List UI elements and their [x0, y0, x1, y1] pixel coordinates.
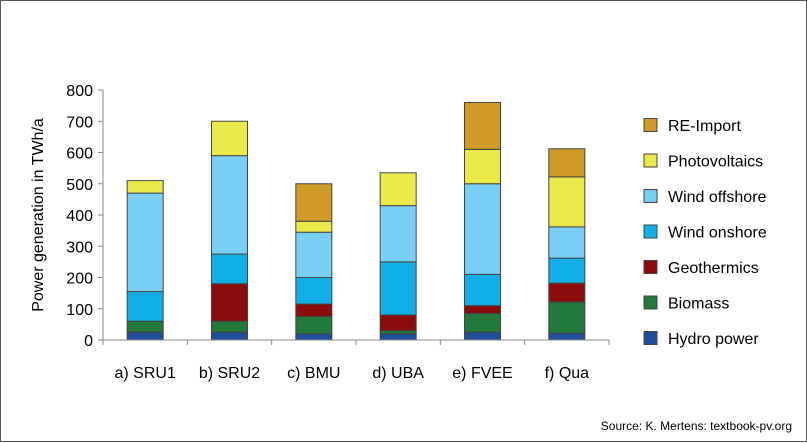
y-tick-label: 700: [66, 114, 93, 131]
legend-swatch-hydro-power: [643, 331, 658, 345]
source-credit: Source: K. Mertens: textbook-pv.org: [600, 419, 792, 433]
x-tick-label: c) BMU: [287, 365, 340, 382]
bar-segment-hydro-power-4: [379, 333, 417, 341]
y-tick-label: 500: [66, 177, 93, 194]
legend-swatch-geothermics: [643, 260, 658, 274]
bar-segment-photovoltaics-1: [126, 180, 164, 194]
bar-segment-wind-offshore-1: [126, 192, 164, 293]
bar-segment-biomass-2: [211, 320, 248, 333]
bar-segment-wind-offshore-4: [379, 205, 417, 263]
bar-segment-re-import-6: [548, 148, 586, 178]
bar-segment-hydro-power-6: [548, 332, 586, 341]
x-tick-label: f) Qua: [545, 365, 590, 382]
bar-segment-re-import-5: [464, 102, 501, 150]
legend-label: Hydro power: [668, 331, 759, 348]
bar-segment-wind-onshore-6: [548, 257, 586, 284]
bars-layer: [126, 102, 586, 341]
x-tick-label: b) SRU2: [199, 365, 260, 382]
bar-segment-wind-offshore-5: [464, 183, 501, 275]
bar-segment-wind-offshore-6: [548, 226, 586, 259]
legend-swatch-biomass: [643, 295, 658, 310]
y-axis-label: Power generation in TWh/a: [30, 118, 47, 312]
bar-segment-geothermics-5: [464, 305, 501, 314]
bar-segment-wind-onshore-4: [379, 261, 417, 316]
bar-segment-photovoltaics-5: [464, 148, 501, 185]
bar-segment-biomass-5: [464, 312, 501, 333]
x-tick-label: d) UBA: [372, 365, 424, 382]
bar-segment-photovoltaics-6: [548, 176, 586, 228]
legend-label: Photovoltaics: [668, 154, 763, 171]
y-tick-label: 800: [66, 83, 93, 100]
bar-segment-biomass-1: [126, 320, 164, 333]
bar-segment-photovoltaics-4: [379, 172, 417, 207]
bar-segment-wind-offshore-2: [211, 155, 248, 255]
bar-segment-hydro-power-3: [295, 333, 333, 341]
bar-segment-re-import-3: [295, 183, 333, 222]
legend-swatch-photovoltaics: [643, 153, 658, 168]
bar-segment-geothermics-2: [211, 283, 248, 322]
bar-segment-photovoltaics-3: [295, 220, 333, 233]
legend-swatch-re-import: [643, 118, 658, 132]
bar-segment-geothermics-3: [295, 303, 333, 318]
bar-segment-hydro-power-5: [464, 331, 501, 341]
bar-segment-geothermics-4: [379, 314, 417, 332]
legend-label: Biomass: [668, 296, 729, 313]
x-tick-label: a) SRU1: [114, 365, 175, 382]
y-tick-label: 0: [84, 333, 93, 350]
x-tick-label: e) FVEE: [452, 365, 512, 382]
bar-segment-photovoltaics-2: [211, 120, 248, 157]
legend-swatch-wind-onshore: [643, 224, 658, 239]
legend: RE-Import Photovoltaics Wind offshore Wind …: [643, 118, 767, 348]
bar-segment-biomass-6: [548, 301, 586, 334]
y-tick-label: 100: [66, 302, 93, 319]
y-tick-label: 300: [66, 239, 93, 256]
legend-label: Geothermics: [668, 260, 759, 277]
legend-label: RE-Import: [668, 118, 741, 135]
axes-layer: a) SRU1 b) SRU2 c) BMU d) UBA e) FVEE f) Qua 0…: [66, 83, 610, 382]
bar-segment-geothermics-6: [548, 282, 586, 303]
bar-segment-biomass-3: [295, 316, 333, 335]
y-tick-label: 200: [66, 271, 93, 288]
bar-segment-wind-onshore-3: [295, 277, 333, 305]
y-tick-label: 600: [66, 146, 93, 163]
bar-segment-wind-onshore-2: [211, 253, 248, 285]
bar-segment-wind-onshore-1: [126, 291, 164, 322]
bar-segment-hydro-power-1: [126, 331, 164, 341]
bar-segment-hydro-power-2: [211, 331, 248, 341]
bar-segment-wind-offshore-3: [295, 231, 333, 278]
legend-label: Wind offshore: [668, 189, 767, 206]
legend-swatch-wind-offshore: [643, 189, 658, 203]
y-tick-label: 400: [66, 208, 93, 225]
bar-segment-wind-onshore-5: [464, 273, 501, 307]
legend-label: Wind onshore: [668, 225, 767, 242]
